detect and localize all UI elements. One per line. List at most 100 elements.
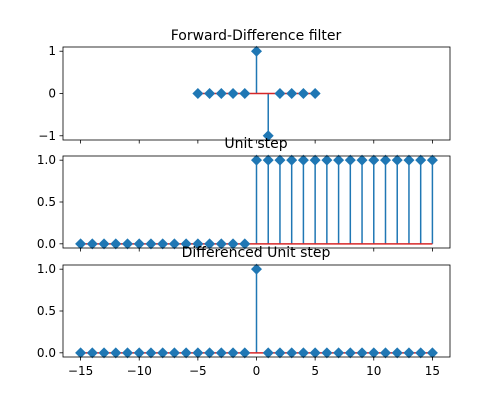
data-point-marker bbox=[344, 154, 356, 166]
data-point-marker bbox=[122, 238, 133, 250]
data-point-marker bbox=[227, 88, 239, 99]
data-point-marker bbox=[98, 347, 110, 359]
data-point-marker bbox=[274, 88, 286, 99]
data-point-marker bbox=[204, 88, 216, 99]
y-tick-label: 0.5 bbox=[37, 304, 56, 318]
data-point-marker bbox=[86, 238, 98, 250]
x-tick-label: 15 bbox=[425, 364, 440, 378]
x-tick-label: 5 bbox=[311, 364, 319, 378]
subplot-forward-difference: Forward-Difference filter −1 0 1 bbox=[38, 28, 451, 144]
data-point-marker bbox=[415, 347, 427, 359]
data-point-marker bbox=[204, 238, 216, 250]
data-point-marker bbox=[321, 154, 333, 166]
data-point-marker bbox=[286, 88, 298, 99]
data-point-marker bbox=[391, 347, 403, 359]
data-point-marker bbox=[309, 88, 321, 99]
y-tick-label: 0 bbox=[48, 87, 56, 101]
x-tick-label: 10 bbox=[366, 364, 381, 378]
data-point-marker bbox=[251, 45, 262, 57]
plot-layer: −1 0 1 bbox=[38, 44, 451, 144]
data-point-marker bbox=[251, 263, 262, 275]
x-tick-label: −10 bbox=[127, 364, 152, 378]
data-point-marker bbox=[297, 154, 309, 166]
y-tick-label: −1 bbox=[38, 129, 56, 143]
data-point-marker bbox=[168, 238, 180, 250]
y-tick-label: 0.0 bbox=[37, 346, 56, 360]
data-point-marker bbox=[192, 88, 204, 99]
data-point-marker bbox=[145, 238, 157, 250]
data-point-marker bbox=[192, 238, 204, 250]
data-point-marker bbox=[215, 347, 227, 359]
data-point-marker bbox=[262, 154, 274, 166]
data-point-marker bbox=[274, 347, 286, 359]
data-point-marker bbox=[86, 347, 98, 359]
y-tick-label: 0.5 bbox=[37, 195, 56, 209]
data-point-marker bbox=[380, 154, 391, 166]
data-point-marker bbox=[297, 88, 309, 99]
data-point-marker bbox=[415, 154, 427, 166]
x-tick-label: 0 bbox=[253, 364, 261, 378]
data-point-marker bbox=[274, 154, 286, 166]
data-point-marker bbox=[239, 88, 251, 99]
data-point-marker bbox=[321, 347, 333, 359]
data-point-marker bbox=[262, 130, 274, 142]
data-point-marker bbox=[180, 238, 192, 250]
data-point-marker bbox=[391, 154, 403, 166]
subplot-unit-step: 0.0 0.5 1.0 Unit step bbox=[37, 136, 451, 252]
x-tick-label: −5 bbox=[189, 364, 207, 378]
data-point-marker bbox=[239, 238, 251, 250]
data-point-marker bbox=[215, 238, 227, 250]
subplot-title: Differenced Unit step bbox=[182, 245, 331, 261]
data-point-marker bbox=[168, 347, 180, 359]
data-point-marker bbox=[157, 238, 169, 250]
plot-layer: 0.0 0.5 1.0 bbox=[37, 153, 451, 252]
data-point-marker bbox=[333, 347, 345, 359]
data-point-marker bbox=[309, 154, 321, 166]
data-point-marker bbox=[110, 347, 122, 359]
data-point-marker bbox=[368, 347, 380, 359]
y-tick-label: 1.0 bbox=[37, 153, 56, 167]
subplot-differenced-unit-step: 0.0 0.5 1.0 −15 −10 −5 0 5 10 15 Differenced Unit… bbox=[37, 245, 451, 378]
data-point-marker bbox=[75, 347, 87, 359]
data-point-marker bbox=[286, 347, 298, 359]
data-point-marker bbox=[75, 238, 87, 250]
data-point-marker bbox=[110, 238, 122, 250]
subplot-title: Unit step bbox=[224, 136, 287, 152]
data-point-marker bbox=[286, 154, 298, 166]
data-point-marker bbox=[215, 88, 227, 99]
data-point-marker bbox=[356, 347, 368, 359]
data-point-marker bbox=[309, 347, 321, 359]
data-point-marker bbox=[380, 347, 391, 359]
data-point-marker bbox=[403, 347, 415, 359]
data-point-marker bbox=[145, 347, 157, 359]
data-point-marker bbox=[356, 154, 368, 166]
data-point-marker bbox=[98, 238, 110, 250]
y-tick-label: 1 bbox=[48, 44, 56, 58]
data-point-marker bbox=[227, 238, 239, 250]
data-point-marker bbox=[297, 347, 309, 359]
data-point-marker bbox=[368, 154, 380, 166]
data-point-marker bbox=[426, 154, 438, 166]
data-point-marker bbox=[403, 154, 415, 166]
y-tick-label: 0.0 bbox=[37, 237, 56, 251]
data-point-marker bbox=[239, 347, 251, 359]
data-point-marker bbox=[426, 347, 438, 359]
data-point-marker bbox=[227, 347, 239, 359]
data-point-marker bbox=[180, 347, 192, 359]
data-point-marker bbox=[192, 347, 204, 359]
data-point-marker bbox=[333, 154, 345, 166]
data-point-marker bbox=[204, 347, 216, 359]
data-point-marker bbox=[251, 154, 262, 166]
data-point-marker bbox=[344, 347, 356, 359]
data-point-marker bbox=[133, 347, 145, 359]
subplot-title: Forward-Difference filter bbox=[171, 28, 342, 44]
data-point-marker bbox=[262, 347, 274, 359]
x-tick-label: −15 bbox=[68, 364, 93, 378]
y-tick-label: 1.0 bbox=[37, 262, 56, 276]
data-point-marker bbox=[122, 347, 133, 359]
plot-layer: 0.0 0.5 1.0 −15 −10 −5 0 5 10 15 bbox=[37, 262, 451, 378]
data-point-marker bbox=[133, 238, 145, 250]
data-point-marker bbox=[157, 347, 169, 359]
